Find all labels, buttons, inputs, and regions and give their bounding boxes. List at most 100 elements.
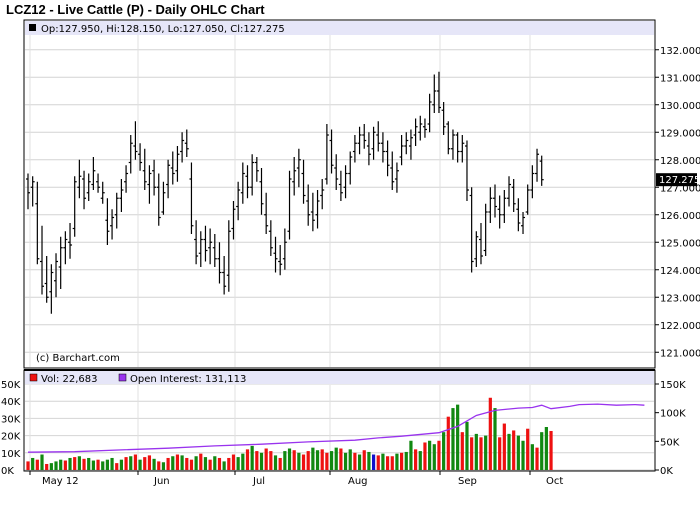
volume-bar	[264, 448, 268, 470]
volume-bar	[465, 421, 469, 470]
volume-bar	[315, 450, 320, 470]
volume-bar	[157, 461, 161, 470]
volume-bar	[31, 457, 35, 470]
volume-tick-label: 20K	[1, 432, 21, 443]
ohlc-bar	[68, 223, 73, 259]
ohlc-bar	[450, 129, 455, 160]
ohlc-bar	[352, 135, 357, 163]
volume-bar	[54, 461, 58, 470]
volume-bar	[26, 461, 30, 470]
ohlc-bar	[175, 146, 180, 182]
ohlc-bar	[128, 135, 133, 174]
volume-bar	[292, 450, 296, 470]
price-legend-bg	[25, 21, 654, 35]
volume-bar	[213, 456, 217, 470]
volume-bar	[530, 444, 534, 470]
x-tick-label: May 12	[42, 476, 79, 487]
volume-bar	[512, 430, 516, 470]
volume-bar	[194, 456, 198, 470]
open-interest-axis: 150K 100K 50K 0K	[655, 380, 686, 477]
volume-bar	[101, 461, 105, 470]
volume-bar	[502, 423, 506, 470]
ohlc-bar	[404, 132, 409, 155]
price-tick-label: 131.000	[660, 73, 700, 84]
volume-bar	[409, 440, 413, 470]
ohlc-bar	[469, 187, 474, 273]
volume-bar	[395, 453, 399, 470]
volume-bar	[133, 454, 138, 470]
ohlc-bar	[222, 256, 227, 295]
ohlc-bar	[306, 184, 311, 226]
ohlc-bar	[329, 129, 334, 174]
volume-bar	[245, 449, 250, 470]
oi-tick-label: 150K	[660, 380, 686, 391]
volume-bar	[357, 454, 362, 470]
price-tick-label: 132.000	[660, 46, 700, 57]
ohlc-bar	[446, 121, 451, 155]
volume-tick-label: 50K	[1, 380, 21, 391]
volume-bar	[390, 456, 394, 470]
ohlc-bar	[348, 151, 353, 185]
volume-bar	[376, 455, 380, 470]
volume-bar	[161, 462, 166, 470]
price-legend-text: Op:127.950, Hi:128.150, Lo:127.050, Cl:1…	[41, 24, 285, 35]
volume-tick-label: 30K	[1, 414, 21, 425]
volume-bar	[484, 435, 488, 470]
volume-bar	[432, 444, 436, 470]
ohlc-bar	[236, 181, 241, 221]
volume-bar	[199, 453, 203, 470]
volume-bar	[451, 408, 455, 470]
ohlc-bar	[525, 184, 530, 215]
volume-bar	[236, 457, 240, 470]
volume-bar	[460, 432, 464, 470]
volume-bar	[287, 448, 292, 470]
open-interest-line	[27, 403, 645, 453]
price-grid	[25, 21, 654, 367]
ohlc-bar	[292, 157, 297, 196]
ohlc-bar	[231, 201, 236, 240]
ohlc-bar	[432, 74, 437, 113]
ohlc-bar	[390, 151, 395, 190]
volume-bar	[381, 453, 385, 470]
ohlc-bar	[30, 176, 35, 207]
ohlc-bar	[82, 170, 87, 210]
x-tick-label: Aug	[348, 476, 368, 487]
ohlc-bar	[40, 225, 45, 295]
volume-bar	[115, 463, 119, 470]
volume-bar	[311, 447, 315, 470]
price-panel-frame	[23, 19, 656, 369]
volume-bar	[91, 460, 95, 470]
ohlc-bar	[212, 234, 217, 267]
ohlc-bar	[184, 129, 189, 157]
ohlc-bar	[483, 203, 488, 256]
volume-bar	[119, 459, 123, 470]
price-tick-label: 130.000	[660, 101, 700, 112]
ohlc-bar	[278, 245, 283, 276]
ohlc-bar	[142, 148, 147, 190]
ohlc-bar	[310, 192, 315, 232]
volume-bar	[400, 452, 404, 470]
ohlc-bar	[385, 140, 390, 177]
ohlc-bar	[96, 173, 101, 193]
volume-bar	[147, 455, 152, 470]
volume-bar	[367, 451, 371, 470]
ohlc-bar	[502, 190, 507, 223]
price-tick-label: 129.000	[660, 128, 700, 139]
ohlc-bar	[366, 132, 371, 166]
volume-bar	[185, 457, 189, 470]
volume-bar	[320, 449, 324, 470]
x-tick-label: Jun	[153, 476, 170, 487]
ohlc-bar	[170, 151, 175, 185]
volume-bar	[143, 457, 147, 470]
oi-legend-text: Open Interest: 131,113	[130, 374, 246, 385]
volume-bar	[259, 452, 264, 470]
price-bars	[26, 71, 544, 314]
ohlc-bar	[362, 124, 367, 149]
ohlc-bar	[343, 165, 348, 199]
volume-bar	[423, 442, 427, 470]
volume-bar	[269, 451, 273, 470]
ohlc-bar	[114, 192, 119, 229]
ohlc-bar	[44, 256, 49, 303]
volume-bar	[73, 457, 77, 470]
ohlc-bar	[324, 124, 329, 185]
